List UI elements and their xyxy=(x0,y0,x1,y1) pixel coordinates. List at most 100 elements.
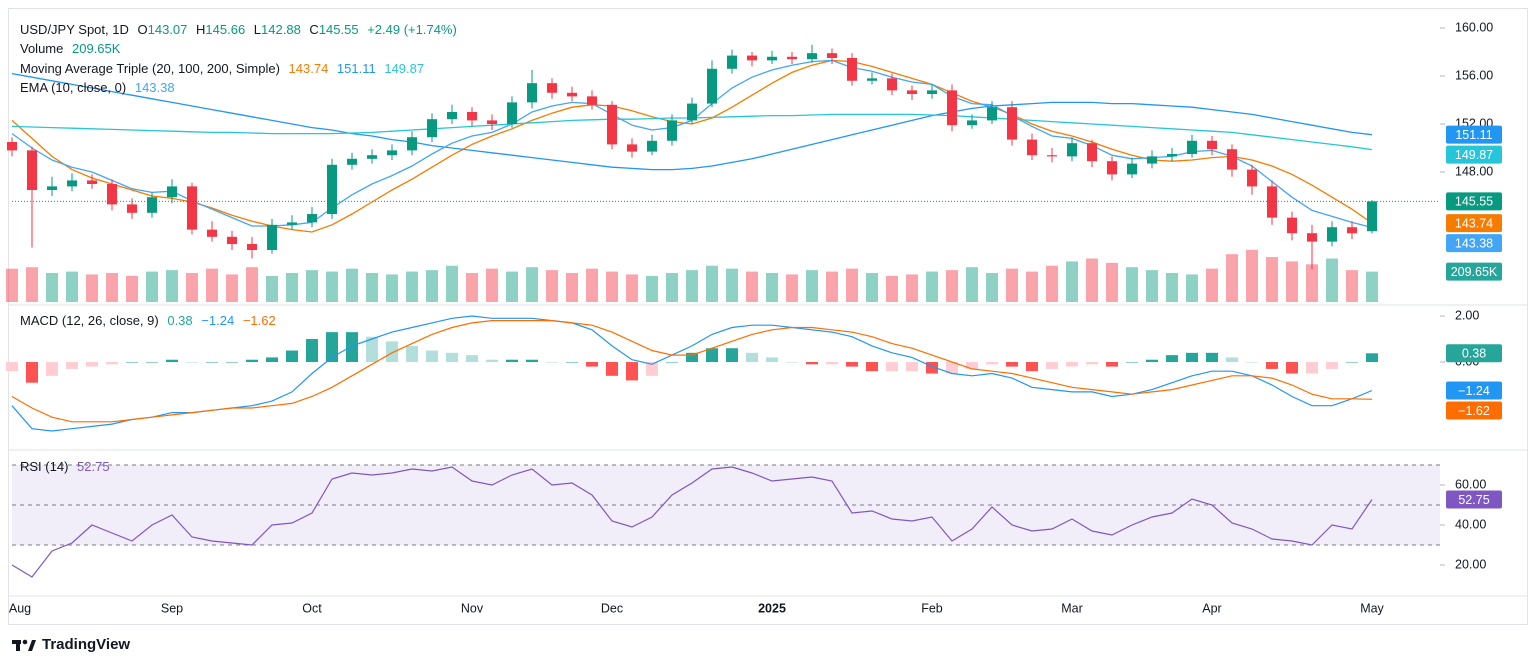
volume-bar xyxy=(146,271,158,302)
candle-body xyxy=(727,55,737,69)
price-label: 151.11 xyxy=(1455,128,1492,142)
legend-row: EMA (10, close, 0) 143.38 xyxy=(20,80,180,96)
x-tick-label: Feb xyxy=(921,601,943,615)
volume-bar xyxy=(1166,273,1178,302)
price-label-box xyxy=(1446,125,1502,144)
volume-bar xyxy=(526,267,538,302)
histogram-bar xyxy=(986,362,998,365)
candle-body xyxy=(1087,143,1097,162)
volume-bar xyxy=(606,271,618,302)
volume-bar xyxy=(706,265,718,302)
y-tick-label: 2.00 xyxy=(1455,308,1479,322)
volume-bar xyxy=(226,274,238,302)
legend-value: 151.11 xyxy=(336,61,376,76)
candle-body xyxy=(1047,155,1057,157)
candle-body xyxy=(127,204,137,213)
price-label: −1.24 xyxy=(1458,384,1490,398)
histogram-bar xyxy=(506,359,518,363)
candle-body xyxy=(1107,161,1117,175)
volume-bar xyxy=(1126,267,1138,302)
volume-bar xyxy=(1146,270,1158,302)
candle-body xyxy=(627,144,637,152)
candle-body xyxy=(507,102,517,124)
legend-value: 0.38 xyxy=(167,313,193,328)
volume-bar xyxy=(1246,249,1258,302)
candle-body xyxy=(87,180,97,185)
x-tick-label: Mar xyxy=(1061,601,1083,615)
symbol-title: USD/JPY Spot, 1D xyxy=(20,22,129,37)
volume-bar xyxy=(346,268,358,302)
histogram-bar xyxy=(1186,352,1198,363)
histogram-bar xyxy=(1286,362,1298,374)
volume-bar xyxy=(266,275,278,302)
volume-bar xyxy=(386,274,398,302)
histogram-bar xyxy=(1106,362,1118,367)
histogram-bar xyxy=(966,362,978,369)
histogram-bar xyxy=(366,336,378,363)
histogram-bar xyxy=(46,362,58,376)
volume-bar xyxy=(786,274,798,302)
histogram-bar xyxy=(186,362,198,363)
histogram-bar xyxy=(846,362,858,367)
legend-row: MACD (12, 26, close, 9) 0.38 −1.24 −1.62 xyxy=(20,313,281,329)
volume-bar xyxy=(1086,258,1098,302)
histogram-bar xyxy=(706,348,718,363)
legend-value: 209.65K xyxy=(72,41,121,56)
signal-line xyxy=(11,320,1373,423)
volume-bar xyxy=(1266,257,1278,302)
histogram-bar xyxy=(1226,357,1238,363)
x-tick-label: Sep xyxy=(161,601,183,615)
candle-body xyxy=(647,140,657,152)
histogram-bar xyxy=(1126,362,1138,363)
candle-body xyxy=(1287,217,1297,234)
histogram-bar xyxy=(166,359,178,363)
volume-bar xyxy=(846,268,858,302)
volume-bar xyxy=(626,274,638,302)
x-tick-label: 2025 xyxy=(758,601,786,615)
candle-body xyxy=(247,244,257,251)
histogram-bar xyxy=(306,339,318,363)
candle-body xyxy=(1347,227,1357,234)
candle-body xyxy=(467,111,477,121)
candle-body xyxy=(67,180,77,187)
histogram-bar xyxy=(926,362,938,374)
ohlc-letter: L xyxy=(253,22,262,37)
price-label: 52.75 xyxy=(1458,493,1489,507)
brand-name: TradingView xyxy=(42,636,131,653)
candle-body xyxy=(147,197,157,213)
legend-name: Volume xyxy=(20,41,64,56)
histogram-bar xyxy=(126,362,138,363)
price-label-box xyxy=(1446,401,1502,420)
volume-bar xyxy=(246,267,258,302)
ohlc-letter: C xyxy=(309,22,319,37)
candle-body xyxy=(967,120,977,126)
y-tick-label: 20.00 xyxy=(1455,557,1486,571)
candle-body xyxy=(107,184,117,205)
histogram-bar xyxy=(1266,362,1278,369)
histogram-bar xyxy=(646,362,658,376)
volume-bar xyxy=(506,271,518,302)
candle-body xyxy=(887,78,897,91)
legend-row: Moving Average Triple (20, 100, 200, Sim… xyxy=(20,61,429,77)
candle-body xyxy=(307,214,317,223)
histogram-bar xyxy=(1006,362,1018,367)
legend-name: EMA (10, close, 0) xyxy=(20,80,127,95)
macd-line xyxy=(11,315,1373,432)
volume-bar xyxy=(6,268,18,302)
volume-bar xyxy=(186,273,198,302)
ohlc-value: 143.07 xyxy=(147,22,188,37)
histogram-bar xyxy=(826,362,838,365)
volume-bar xyxy=(426,270,438,302)
candle-body xyxy=(327,164,337,215)
volume-bar xyxy=(746,271,758,302)
volume-bar xyxy=(886,275,898,302)
histogram-bar xyxy=(1206,352,1218,363)
histogram-bar xyxy=(786,362,798,363)
candle-body xyxy=(1227,149,1237,170)
volume-bar xyxy=(1366,271,1378,302)
histogram-bar xyxy=(446,352,458,363)
candle-body xyxy=(1327,227,1337,242)
histogram-bar xyxy=(1026,362,1038,372)
candle-body xyxy=(167,186,177,198)
logo xyxy=(12,639,36,651)
